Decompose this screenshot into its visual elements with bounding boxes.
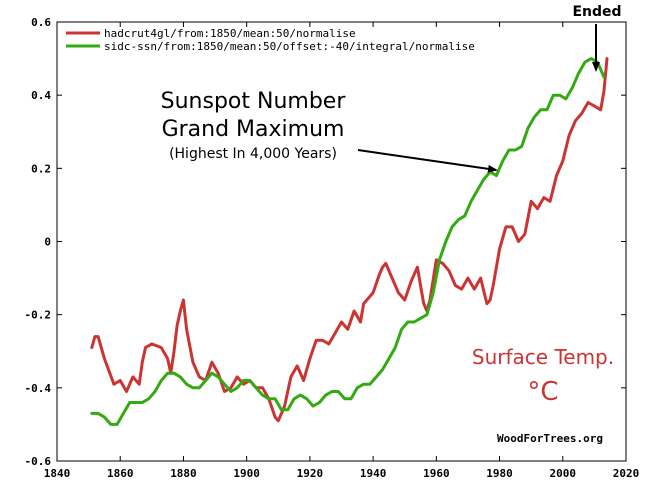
x-tick-label: 1920 [297,467,324,480]
x-tick-label: 1860 [107,467,134,480]
series-line-sidc [90,57,606,426]
annotation-surface-temp: Surface Temp. °C [472,345,614,407]
y-tick-label: 0.6 [31,16,51,29]
x-tick-label: 2020 [613,467,640,480]
x-axis: 1840 1860 1880 1900 1920 1940 1960 1980 2000 2020 [44,22,640,480]
series-layer [90,57,609,426]
x-tick-label: 1940 [360,467,387,480]
x-tick-label: 1900 [233,467,260,480]
series-line-hadcrut [90,57,609,423]
annotation-grand-max-line1: Sunspot Number [161,89,347,114]
annotation-grand-max-line2: Grand Maximum [162,117,345,142]
legend: hadcrut4gl/from:1850/mean:50/normalise s… [66,27,475,53]
y-tick-label: -0.2 [25,309,52,322]
annotation-grand-max-arrow [357,149,498,173]
annotation-surface-line1: Surface Temp. [472,345,614,369]
y-tick-label: -0.4 [25,382,52,395]
y-tick-label: 0 [44,236,51,249]
y-axis: -0.6 -0.4 -0.2 0 0.2 0.4 0.6 [25,16,626,468]
x-tick-label: 2000 [550,467,577,480]
watermark: WoodForTrees.org [497,432,603,445]
y-tick-label: -0.6 [25,455,52,468]
x-tick-label: 1880 [170,467,197,480]
legend-label-hadcrut: hadcrut4gl/from:1850/mean:50/normalise [104,27,356,40]
x-tick-label: 1960 [423,467,450,480]
annotation-ended: Ended [572,4,622,72]
plot-frame [56,21,627,462]
annotation-grand-max-line3: (Highest In 4,000 Years) [169,146,337,162]
legend-label-sidc: sidc-ssn/from:1850/mean:50/offset:-40/in… [104,40,475,53]
annotation-ended-label: Ended [572,4,621,20]
x-tick-label: 1980 [486,467,513,480]
annotation-surface-line2: °C [527,377,558,407]
x-tick-label: 1840 [44,467,71,480]
y-tick-label: 0.2 [31,162,51,175]
annotation-grand-maximum: Sunspot Number Grand Maximum (Highest In… [161,89,498,173]
y-tick-label: 0.4 [31,89,51,102]
